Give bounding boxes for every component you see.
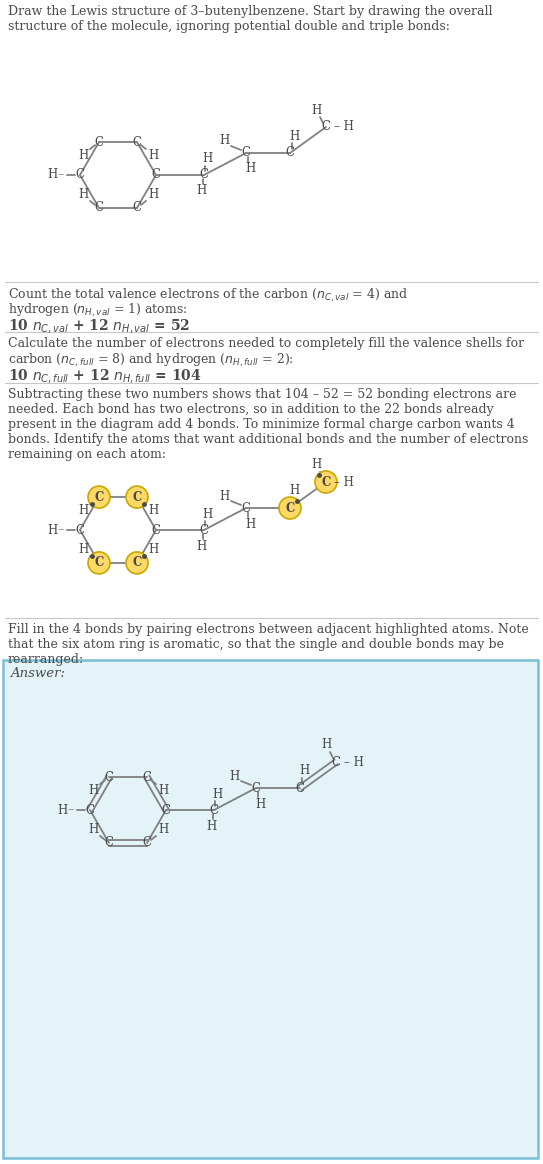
Text: C: C — [161, 803, 171, 816]
Text: hydrogen ($n_{H,val}$ = 1) atoms:: hydrogen ($n_{H,val}$ = 1) atoms: — [8, 301, 187, 319]
Text: C: C — [321, 121, 331, 134]
Text: C: C — [151, 169, 161, 182]
Text: C: C — [251, 781, 261, 795]
Text: H: H — [202, 508, 212, 520]
Text: carbon ($n_{C,full}$ = 8) and hydrogen ($n_{H,full}$ = 2):: carbon ($n_{C,full}$ = 8) and hydrogen (… — [8, 352, 294, 369]
Text: H: H — [196, 185, 206, 198]
Text: H: H — [245, 163, 255, 176]
Text: C: C — [142, 771, 151, 783]
Text: C: C — [132, 135, 142, 149]
Text: Count the total valence electrons of the carbon ($n_{C,val}$ = 4) and: Count the total valence electrons of the… — [8, 288, 408, 304]
Text: H: H — [78, 504, 88, 517]
Text: C: C — [285, 502, 295, 514]
Circle shape — [126, 487, 148, 509]
Text: C: C — [104, 771, 113, 783]
Circle shape — [315, 471, 337, 494]
Text: that the six atom ring is aromatic, so that the single and double bonds may be: that the six atom ring is aromatic, so t… — [8, 638, 504, 651]
Text: C: C — [199, 169, 209, 182]
Text: Subtracting these two numbers shows that 104 – 52 = 52 bonding electrons are: Subtracting these two numbers shows that… — [8, 388, 516, 402]
Text: bonds. Identify the atoms that want additional bonds and the number of electrons: bonds. Identify the atoms that want addi… — [8, 433, 528, 446]
Text: H: H — [229, 769, 239, 782]
Text: C: C — [75, 524, 85, 537]
Text: H: H — [148, 504, 158, 517]
Text: 10 $n_{C,val}$ + 12 $n_{H,val}$ = 52: 10 $n_{C,val}$ + 12 $n_{H,val}$ = 52 — [8, 317, 190, 335]
Text: C: C — [85, 803, 94, 816]
FancyBboxPatch shape — [3, 660, 538, 1158]
Text: Calculate the number of electrons needed to completely fill the valence shells f: Calculate the number of electrons needed… — [8, 338, 524, 350]
Text: C: C — [151, 524, 161, 537]
Text: H: H — [57, 803, 67, 816]
Text: C: C — [132, 556, 142, 569]
Text: C: C — [132, 201, 142, 214]
Text: H: H — [311, 459, 321, 471]
Text: H: H — [78, 149, 88, 162]
Text: H: H — [78, 189, 88, 201]
Text: H: H — [255, 797, 265, 810]
Text: H: H — [47, 169, 57, 182]
Text: H: H — [311, 104, 321, 116]
Circle shape — [88, 487, 110, 509]
Text: H: H — [148, 544, 158, 556]
Text: H: H — [148, 149, 158, 162]
Text: C: C — [94, 201, 104, 214]
Text: –: – — [68, 803, 74, 816]
Text: Fill in the 4 bonds by pairing electrons between adjacent highlighted atoms. Not: Fill in the 4 bonds by pairing electrons… — [8, 623, 529, 636]
Text: C: C — [75, 169, 85, 182]
Text: H: H — [245, 518, 255, 531]
Text: C: C — [132, 490, 142, 504]
Circle shape — [279, 497, 301, 519]
Circle shape — [126, 552, 148, 574]
Text: present in the diagram add 4 bonds. To minimize formal charge carbon wants 4: present in the diagram add 4 bonds. To m… — [8, 418, 515, 431]
Text: H: H — [202, 152, 212, 165]
Text: –: – — [58, 169, 64, 182]
Text: needed. Each bond has two electrons, so in addition to the 22 bonds already: needed. Each bond has two electrons, so … — [8, 403, 494, 416]
Text: H: H — [78, 544, 88, 556]
Text: – H: – H — [344, 755, 364, 768]
Text: H: H — [289, 129, 299, 142]
Text: H: H — [299, 765, 309, 778]
Text: H: H — [88, 783, 98, 796]
Text: C: C — [295, 781, 305, 795]
Text: H: H — [289, 484, 299, 497]
Text: C: C — [94, 556, 104, 569]
Text: C: C — [242, 502, 250, 514]
Text: C: C — [242, 147, 250, 159]
Text: H: H — [158, 823, 168, 837]
Text: H: H — [88, 823, 98, 837]
Text: H: H — [158, 783, 168, 796]
Text: C: C — [321, 476, 331, 489]
Text: C: C — [94, 490, 104, 504]
Text: 10 $n_{C,full}$ + 12 $n_{H,full}$ = 104: 10 $n_{C,full}$ + 12 $n_{H,full}$ = 104 — [8, 367, 202, 385]
Text: –: – — [58, 524, 64, 537]
Text: – H: – H — [334, 121, 354, 134]
Text: C: C — [331, 755, 340, 768]
Text: H: H — [219, 135, 229, 148]
Text: H: H — [47, 524, 57, 537]
Text: C: C — [210, 803, 218, 816]
Text: C: C — [142, 837, 151, 850]
Text: H: H — [321, 738, 331, 752]
Text: H: H — [212, 788, 222, 801]
Text: Draw the Lewis structure of 3–butenylbenzene. Start by drawing the overall: Draw the Lewis structure of 3–butenylben… — [8, 5, 493, 17]
Text: H: H — [196, 539, 206, 553]
Text: H: H — [219, 490, 229, 503]
Text: remaining on each atom:: remaining on each atom: — [8, 448, 166, 461]
Circle shape — [88, 552, 110, 574]
Text: – H: – H — [334, 476, 354, 489]
Text: C: C — [286, 147, 294, 159]
Text: C: C — [104, 837, 113, 850]
Text: Answer:: Answer: — [10, 667, 65, 680]
Text: H: H — [206, 819, 216, 832]
Text: C: C — [199, 524, 209, 537]
Text: C: C — [94, 135, 104, 149]
Text: rearranged:: rearranged: — [8, 653, 84, 666]
Text: H: H — [148, 189, 158, 201]
Text: structure of the molecule, ignoring potential double and triple bonds:: structure of the molecule, ignoring pote… — [8, 20, 450, 33]
